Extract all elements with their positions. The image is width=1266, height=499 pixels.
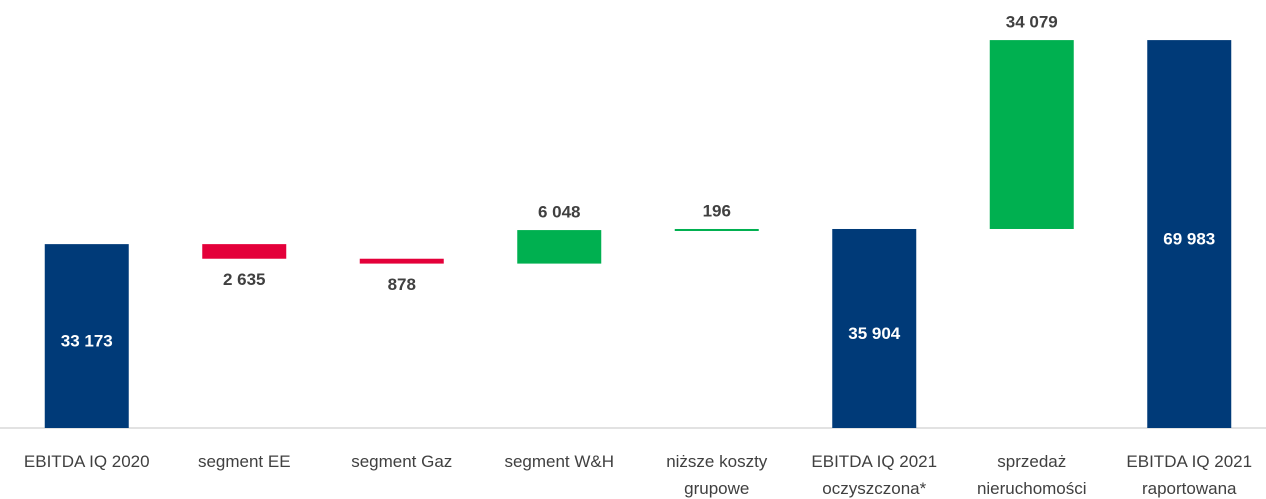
x-tick-label: sprzedaż nieruchomości — [977, 452, 1087, 498]
x-tick-label: segment W&H — [504, 452, 614, 471]
x-tick-label-line: EBITDA IQ 2021 — [811, 452, 937, 471]
value-label: 878 — [388, 275, 416, 294]
x-tick-label-line: sprzedaż — [997, 452, 1066, 471]
bar — [1147, 40, 1232, 428]
value-label: 6 048 — [538, 203, 581, 222]
bar — [989, 40, 1074, 229]
x-tick-label: segment Gaz — [351, 452, 452, 471]
x-tick-label-line: oczyszczona* — [822, 479, 926, 498]
bar — [359, 258, 444, 264]
value-label: 2 635 — [223, 270, 266, 289]
bar — [202, 244, 287, 259]
bar — [832, 228, 917, 428]
x-tick-label-line: EBITDA IQ 2021 — [1126, 452, 1252, 471]
x-tick-label-line: segment EE — [198, 452, 291, 471]
value-label: 196 — [703, 201, 731, 220]
x-tick-label-line: EBITDA IQ 2020 — [24, 452, 150, 471]
value-label: 34 079 — [1006, 13, 1058, 32]
x-tick-label-line: segment Gaz — [351, 452, 452, 471]
x-tick-label: segment EE — [198, 452, 291, 471]
x-tick-label-line: nieruchomości — [977, 479, 1087, 498]
bar — [674, 228, 759, 231]
x-tick-label-line: segment W&H — [504, 452, 614, 471]
value-label: 33 173 — [61, 332, 113, 351]
x-tick-label: EBITDA IQ 2021 oczyszczona* — [811, 452, 937, 498]
x-tick-label: EBITDA IQ 2021 raportowana — [1126, 452, 1252, 498]
x-tick-label: niższe koszty grupowe — [666, 452, 768, 498]
x-tick-label-line: raportowana — [1142, 479, 1237, 498]
value-label: 35 904 — [848, 324, 901, 343]
bar — [517, 230, 602, 264]
value-label: 69 983 — [1163, 230, 1215, 249]
x-tick-label-line: niższe koszty — [666, 452, 768, 471]
bar — [44, 244, 129, 428]
x-tick-label: EBITDA IQ 2020 — [24, 452, 150, 471]
x-tick-label-line: grupowe — [684, 479, 749, 498]
